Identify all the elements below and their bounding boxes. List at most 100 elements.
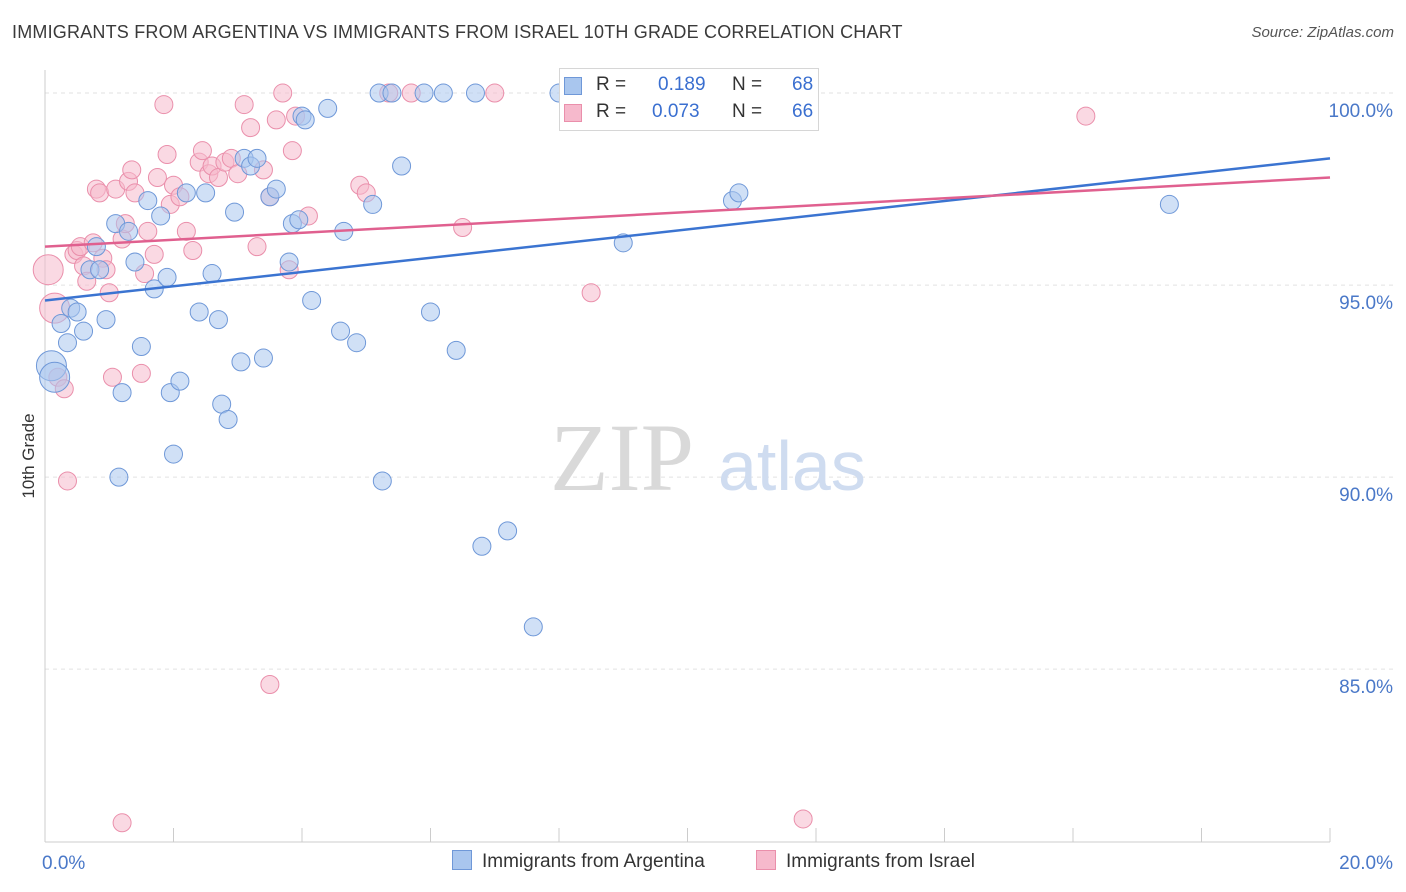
grid-layer xyxy=(45,92,1395,670)
argentina-point xyxy=(218,410,238,430)
argentina-point xyxy=(67,302,87,322)
legend-swatch-argentina xyxy=(564,77,582,95)
bottom-legend-argentina: Immigrants from Argentina xyxy=(452,850,705,873)
argentina-point xyxy=(302,290,322,310)
israel-point xyxy=(793,809,813,829)
argentina-point xyxy=(170,371,190,391)
chart-title: IMMIGRANTS FROM ARGENTINA VS IMMIGRANTS … xyxy=(12,22,903,42)
argentina-point xyxy=(279,252,299,272)
legend-r-value-argentina: 0.189 xyxy=(658,74,706,95)
israel-point xyxy=(247,237,267,257)
argentina-point xyxy=(266,179,286,199)
israel-point xyxy=(138,221,158,241)
y-tick-label: 95.0% xyxy=(1339,293,1393,314)
argentina-point xyxy=(196,183,216,203)
bottom-legend-swatch-argentina xyxy=(452,850,472,870)
argentina-point xyxy=(125,252,145,272)
watermark-atlas: atlas xyxy=(718,427,866,505)
israel-point xyxy=(241,118,261,138)
argentina-point xyxy=(119,221,139,241)
israel-point xyxy=(260,675,280,695)
argentina-point xyxy=(446,340,466,360)
argentina-point xyxy=(1159,194,1179,214)
argentina-point xyxy=(472,536,492,556)
bottom-legend-label-israel: Immigrants from Israel xyxy=(786,851,975,872)
argentina-point xyxy=(498,521,518,541)
argentina-point xyxy=(318,98,338,118)
argentina-point xyxy=(109,467,129,487)
argentina-point xyxy=(96,310,116,330)
argentina-point xyxy=(57,333,77,353)
argentina-point xyxy=(289,210,309,230)
argentina-point xyxy=(151,206,171,226)
israel-point xyxy=(131,363,151,383)
y-tick-label: 90.0% xyxy=(1339,485,1393,506)
israel-point xyxy=(90,183,110,203)
trend-lines xyxy=(44,157,1331,302)
argentina-point xyxy=(86,237,106,257)
argentina-point xyxy=(382,83,402,103)
israel-point xyxy=(122,160,142,180)
argentina-point xyxy=(131,337,151,357)
israel-point xyxy=(112,813,132,833)
israel-point xyxy=(57,471,77,491)
argentina-point xyxy=(613,233,633,253)
argentina-point xyxy=(414,83,434,103)
argentina-point xyxy=(74,321,94,341)
argentina-point xyxy=(164,444,183,464)
argentina-point xyxy=(523,617,543,637)
source-label: Source: ZipAtlas.com xyxy=(1251,24,1394,41)
bottom-legend-label-argentina: Immigrants from Argentina xyxy=(482,851,705,872)
israel-trend-line xyxy=(44,176,1331,248)
argentina-point xyxy=(90,260,110,280)
israel-point xyxy=(266,110,286,130)
argentina-point xyxy=(51,313,71,333)
legend-n-label: N = xyxy=(732,101,763,122)
argentina-point xyxy=(112,383,132,403)
argentina-point xyxy=(189,302,209,322)
israel-point xyxy=(154,95,174,115)
y-tick-label: 85.0% xyxy=(1339,677,1393,698)
watermark-zip: ZIP xyxy=(550,404,694,511)
argentina-point xyxy=(331,321,351,341)
israel-point xyxy=(32,254,64,286)
argentina-point xyxy=(253,348,273,368)
israel-point xyxy=(453,217,473,237)
argentina-point xyxy=(157,267,177,287)
argentina-point xyxy=(363,194,383,214)
argentina-point xyxy=(39,361,71,393)
argentina-point xyxy=(295,110,315,130)
argentina-point xyxy=(465,83,485,103)
argentina-point xyxy=(231,352,251,372)
argentina-point xyxy=(372,471,392,491)
israel-point xyxy=(273,83,293,103)
argentina-trend-line xyxy=(44,157,1331,302)
legend-r-label: R = xyxy=(596,74,627,95)
argentina-point xyxy=(202,264,222,284)
y-tick-label: 100.0% xyxy=(1329,101,1394,122)
israel-point xyxy=(234,95,254,115)
watermark: ZIP atlas xyxy=(550,404,866,511)
argentina-point xyxy=(392,156,412,176)
israel-point xyxy=(147,168,167,188)
x-tick-label: 0.0% xyxy=(42,853,85,874)
argentina-point xyxy=(176,183,196,203)
bottom-legend-israel: Immigrants from Israel xyxy=(756,850,975,873)
correlation-legend: R = 0.189 N = 68 R = 0.073 N = 66 xyxy=(559,68,819,131)
israel-point xyxy=(282,141,302,161)
y-axis-label: 10th Grade xyxy=(19,413,38,498)
legend-swatch-israel xyxy=(564,104,582,122)
axis-layer: 85.0% 90.0% 95.0% 100.0% 0.0% 20.0% xyxy=(42,70,1393,874)
israel-point xyxy=(485,83,505,103)
argentina-point xyxy=(421,302,440,322)
argentina-point xyxy=(208,310,228,330)
argentina-point xyxy=(225,202,245,222)
israel-point xyxy=(102,367,122,387)
israel-point xyxy=(192,141,212,161)
argentina-point xyxy=(247,148,267,168)
argentina-point xyxy=(729,183,749,203)
israel-point xyxy=(157,144,177,164)
bottom-legend-swatch-israel xyxy=(756,850,776,870)
legend-r-value-israel: 0.073 xyxy=(652,101,700,122)
